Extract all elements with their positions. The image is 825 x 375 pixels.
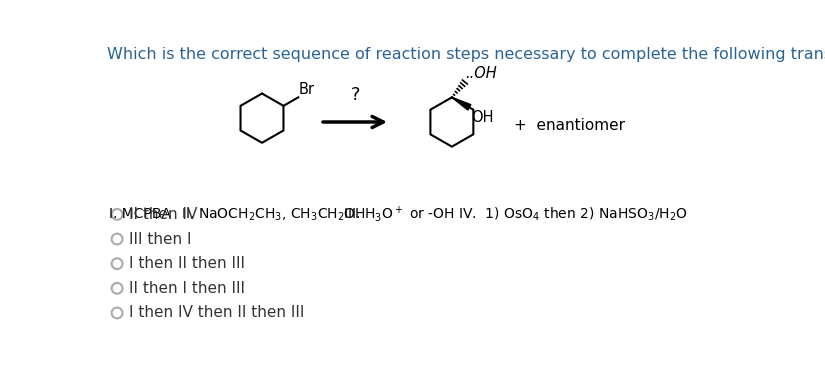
Text: III. H$_3$O$^+$ or -OH: III. H$_3$O$^+$ or -OH — [343, 204, 455, 224]
Text: II then I then III: II then I then III — [129, 281, 245, 296]
Text: Which is the correct sequence of reaction steps necessary to complete the follow: Which is the correct sequence of reactio… — [107, 47, 825, 62]
Text: II. NaOCH$_2$CH$_3$, CH$_3$CH$_2$OH: II. NaOCH$_2$CH$_3$, CH$_3$CH$_2$OH — [181, 206, 365, 223]
Text: I. MCPBA: I. MCPBA — [110, 207, 172, 221]
Text: ..OH: ..OH — [465, 66, 497, 81]
Text: I then IV then II then III: I then IV then II then III — [129, 306, 304, 321]
Text: IV.  1) OsO$_4$ then 2) NaHSO$_3$/H$_2$O: IV. 1) OsO$_4$ then 2) NaHSO$_3$/H$_2$O — [458, 206, 688, 223]
Text: +  enantiomer: + enantiomer — [514, 118, 625, 134]
Text: II then IV: II then IV — [129, 207, 197, 222]
Polygon shape — [452, 98, 471, 110]
Text: ?: ? — [351, 86, 360, 104]
Text: III then I: III then I — [129, 231, 191, 246]
Text: Br: Br — [299, 82, 315, 97]
Text: I then II then III: I then II then III — [129, 256, 245, 271]
Text: OH: OH — [471, 110, 493, 125]
